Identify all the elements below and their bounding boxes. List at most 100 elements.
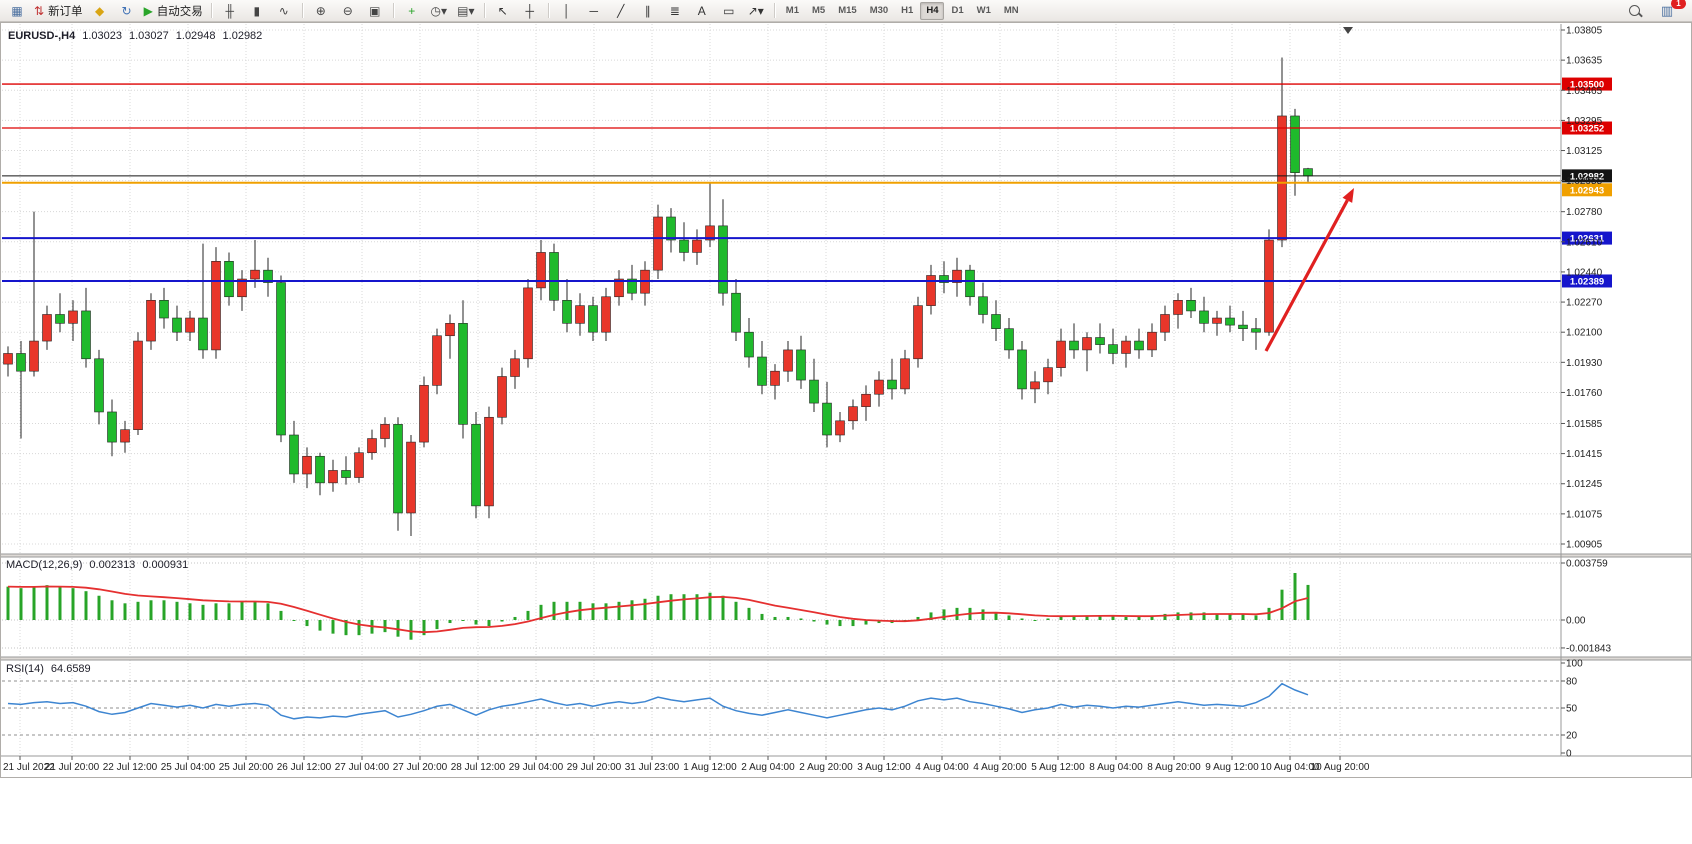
macd-histogram-bar bbox=[565, 601, 569, 620]
candle-body bbox=[1251, 328, 1261, 333]
trendline-icon[interactable]: ╱ bbox=[608, 1, 634, 21]
macd-histogram-bar bbox=[331, 620, 335, 634]
price-badge-label: 1.03252 bbox=[1570, 124, 1604, 135]
timeframe-m1-button[interactable]: M1 bbox=[785, 5, 799, 16]
macd-histogram-bar bbox=[1085, 615, 1089, 620]
periods-icon[interactable]: ◷▾ bbox=[426, 1, 452, 21]
timeframe-w1-button[interactable]: W1 bbox=[976, 5, 991, 16]
time-axis-label: 28 Jul 12:00 bbox=[451, 762, 506, 773]
candle-body bbox=[757, 356, 767, 386]
panel-resize-handle[interactable] bbox=[1, 657, 1691, 660]
candle-body bbox=[549, 252, 559, 301]
macd-histogram-bar bbox=[1098, 615, 1102, 620]
bar-chart-icon[interactable]: ╫ bbox=[217, 1, 243, 21]
macd-histogram-bar bbox=[1046, 618, 1050, 620]
time-axis-label: 27 Jul 20:00 bbox=[393, 762, 448, 773]
timeframe-m5-button[interactable]: M5 bbox=[812, 5, 826, 16]
macd-histogram-bar bbox=[188, 603, 192, 620]
macd-histogram-bar bbox=[864, 620, 868, 625]
candle-body bbox=[614, 278, 624, 298]
indicators-icon[interactable]: + bbox=[399, 1, 425, 21]
horizontal-line-icon[interactable]: ─ bbox=[581, 1, 607, 21]
macd-histogram-bar bbox=[1241, 613, 1245, 620]
tile-windows-icon[interactable]: ▣ bbox=[362, 1, 388, 21]
candle-body bbox=[315, 455, 325, 484]
candle-body bbox=[458, 323, 468, 425]
macd-histogram-bar bbox=[721, 595, 725, 620]
price-axis[interactable]: 1.03805 1.03635 1.03465 1.03295 1.03125 1.029… bbox=[1561, 26, 1611, 760]
crosshair-icon[interactable]: ┼ bbox=[517, 1, 543, 21]
candle-body bbox=[185, 317, 195, 333]
chart-shift-marker[interactable] bbox=[1343, 27, 1353, 34]
cursor-icon[interactable]: ↖ bbox=[490, 1, 516, 21]
candlestick-chart-icon[interactable]: ▮ bbox=[244, 1, 270, 21]
candle-body bbox=[1082, 337, 1092, 351]
timeframe-d1-button[interactable]: D1 bbox=[951, 5, 964, 16]
time-axis-label: 29 Jul 20:00 bbox=[567, 762, 622, 773]
candle-body bbox=[1069, 340, 1079, 351]
rsi-name: RSI(14) bbox=[6, 663, 44, 675]
macd-histogram-bar bbox=[1215, 613, 1219, 620]
macd-histogram-bar bbox=[1254, 615, 1258, 620]
panel-resize-handle[interactable] bbox=[1, 554, 1691, 557]
time-axis-label: 5 Aug 12:00 bbox=[1031, 762, 1085, 773]
macd-histogram-bar bbox=[669, 594, 673, 620]
price-axis-label: 1.01075 bbox=[1566, 509, 1603, 520]
timeframe-m30-button[interactable]: M30 bbox=[869, 5, 889, 16]
macd-histogram-bar bbox=[292, 620, 296, 621]
trend-arrow-head[interactable] bbox=[1342, 188, 1354, 203]
mql5-icon[interactable]: ◆ bbox=[87, 1, 113, 21]
macd-histogram-bar bbox=[981, 609, 985, 620]
text-icon[interactable]: A bbox=[689, 1, 715, 21]
templates-icon[interactable]: ▤▾ bbox=[453, 1, 479, 21]
candle-body bbox=[1147, 331, 1157, 351]
macd-histogram-bar bbox=[929, 612, 933, 620]
zoom-out-icon[interactable]: ⊖ bbox=[335, 1, 361, 21]
text-label-icon[interactable]: ▭ bbox=[716, 1, 742, 21]
zoom-in-icon[interactable]: ⊕ bbox=[308, 1, 334, 21]
candle-body bbox=[3, 353, 13, 365]
candle-body bbox=[718, 225, 728, 294]
price-axis-label: 1.03125 bbox=[1566, 146, 1603, 157]
search-icon[interactable] bbox=[1621, 1, 1647, 21]
time-axis-label: 8 Aug 20:00 bbox=[1147, 762, 1201, 773]
timeframe-h4-button[interactable]: H4 bbox=[920, 1, 945, 20]
timeframe-m15-button[interactable]: M15 bbox=[838, 5, 857, 16]
new-order-button[interactable]: ⇅ 新订单 bbox=[31, 1, 86, 21]
trend-arrow-annotation[interactable] bbox=[1264, 199, 1349, 352]
fibonacci-icon[interactable]: ≣ bbox=[662, 1, 688, 21]
time-axis-label: 10 Aug 04:00 bbox=[1261, 762, 1320, 773]
candle-body bbox=[1212, 317, 1222, 324]
macd-histogram-bar bbox=[604, 603, 608, 620]
macd-histogram-bar bbox=[279, 610, 283, 620]
macd-histogram-bar bbox=[526, 610, 530, 620]
arrows-tool-icon[interactable]: ↗▾ bbox=[743, 1, 769, 21]
notifications-icon[interactable]: ▥ 1 bbox=[1654, 0, 1686, 21]
vertical-line-icon[interactable]: │ bbox=[554, 1, 580, 21]
autotrading-button[interactable]: ▶ 自动交易 bbox=[141, 1, 206, 21]
price-axis-label: 1.01415 bbox=[1566, 449, 1603, 460]
new-chart-icon[interactable]: ▦ bbox=[4, 1, 30, 21]
refresh-icon[interactable]: ↻ bbox=[114, 1, 140, 21]
candle-body bbox=[302, 455, 312, 475]
toolbar-separator bbox=[392, 3, 394, 18]
candle-body bbox=[1186, 299, 1196, 312]
candle-body bbox=[679, 239, 689, 253]
macd-histogram-bar bbox=[955, 607, 959, 620]
timeframe-h1-button[interactable]: H1 bbox=[901, 5, 914, 16]
timeframe-mn-button[interactable]: MN bbox=[1003, 5, 1019, 16]
macd-histogram-bar bbox=[409, 620, 413, 640]
crosshair-icon: ┼ bbox=[525, 3, 535, 18]
zoom-out-icon: ⊖ bbox=[342, 3, 353, 18]
macd-histogram-bar bbox=[435, 620, 439, 630]
candle-body bbox=[796, 349, 806, 381]
line-chart-icon[interactable]: ∿ bbox=[271, 1, 297, 21]
macd-histogram-bar bbox=[799, 618, 803, 620]
chart-canvas[interactable]: 1.03500 1.03252 1.02982 1.02943 1.02631 1.023… bbox=[0, 22, 1692, 778]
price-badge bbox=[1562, 77, 1612, 91]
toolbar-separator bbox=[773, 3, 775, 18]
new-order-icon: ⇅ bbox=[34, 3, 45, 18]
candle-body bbox=[1238, 324, 1248, 329]
channel-icon[interactable]: ∥ bbox=[635, 1, 661, 21]
